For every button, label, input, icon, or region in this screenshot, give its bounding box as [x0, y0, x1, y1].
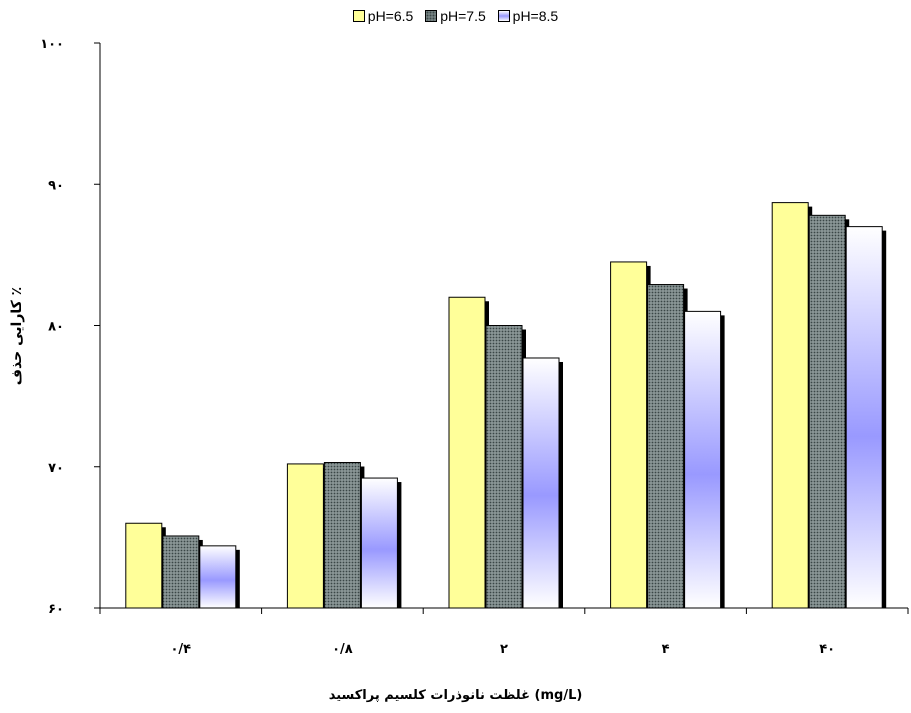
- bar-3-1[interactable]: [647, 284, 685, 609]
- x-tick-label: ۲: [500, 642, 508, 657]
- y-tick-label: ۹۰: [48, 178, 64, 193]
- bar-4-1[interactable]: [808, 214, 846, 609]
- bar-1-2[interactable]: [360, 477, 398, 609]
- bar-3-2[interactable]: [684, 310, 722, 609]
- legend-swatch-blue: [497, 10, 510, 22]
- legend-swatch-gray: [425, 10, 438, 22]
- bar-4-2[interactable]: [845, 226, 883, 609]
- bar-4-0[interactable]: [771, 202, 809, 609]
- y-tick-label: ۱۰۰: [40, 37, 64, 52]
- x-axis-label: غلظت نانوذرات کلسیم پراکسید (mg/L): [328, 688, 583, 703]
- legend-label: pH=7.5: [440, 8, 486, 24]
- legend-item-ph-8-5[interactable]: pH=8.5: [497, 8, 559, 24]
- legend: pH=6.5 pH=7.5 pH=8.5: [0, 8, 911, 25]
- bar-2-1[interactable]: [485, 325, 523, 609]
- y-tick-label: ۷۰: [48, 461, 64, 476]
- bar-2-0[interactable]: [448, 296, 486, 609]
- bar-1-0[interactable]: [286, 463, 324, 609]
- legend-label: pH=6.5: [367, 8, 414, 24]
- bar-0-0[interactable]: [125, 522, 163, 609]
- bar-1-1[interactable]: [323, 462, 361, 609]
- x-tick-label: ۰/۸: [332, 642, 353, 657]
- y-axis-label: کارایی حذف ٪: [9, 286, 25, 386]
- legend-item-ph-7-5[interactable]: pH=7.5: [425, 8, 486, 24]
- x-tick-label: ۴۰: [819, 642, 835, 657]
- x-tick-label: ۰/۴: [170, 642, 191, 657]
- ticks-group: ۶۰ ۷۰ ۸۰ ۹۰ ۱۰۰ ۰/۴ ۰/۸ ۲ ۴ ۴۰: [40, 37, 909, 657]
- bar-2-2[interactable]: [522, 357, 560, 609]
- bar-0-2[interactable]: [199, 545, 237, 609]
- bar-3-0[interactable]: [610, 261, 648, 609]
- y-tick-label: ۶۰: [48, 602, 64, 617]
- legend-swatch-yellow: [352, 10, 365, 22]
- legend-label: pH=8.5: [512, 8, 559, 24]
- x-tick-label: ۴: [662, 642, 670, 657]
- bar-0-1[interactable]: [162, 535, 200, 609]
- y-tick-label: ۸۰: [48, 320, 64, 335]
- bars-group: [125, 202, 887, 609]
- legend-item-ph-6-5[interactable]: pH=6.5: [352, 8, 414, 24]
